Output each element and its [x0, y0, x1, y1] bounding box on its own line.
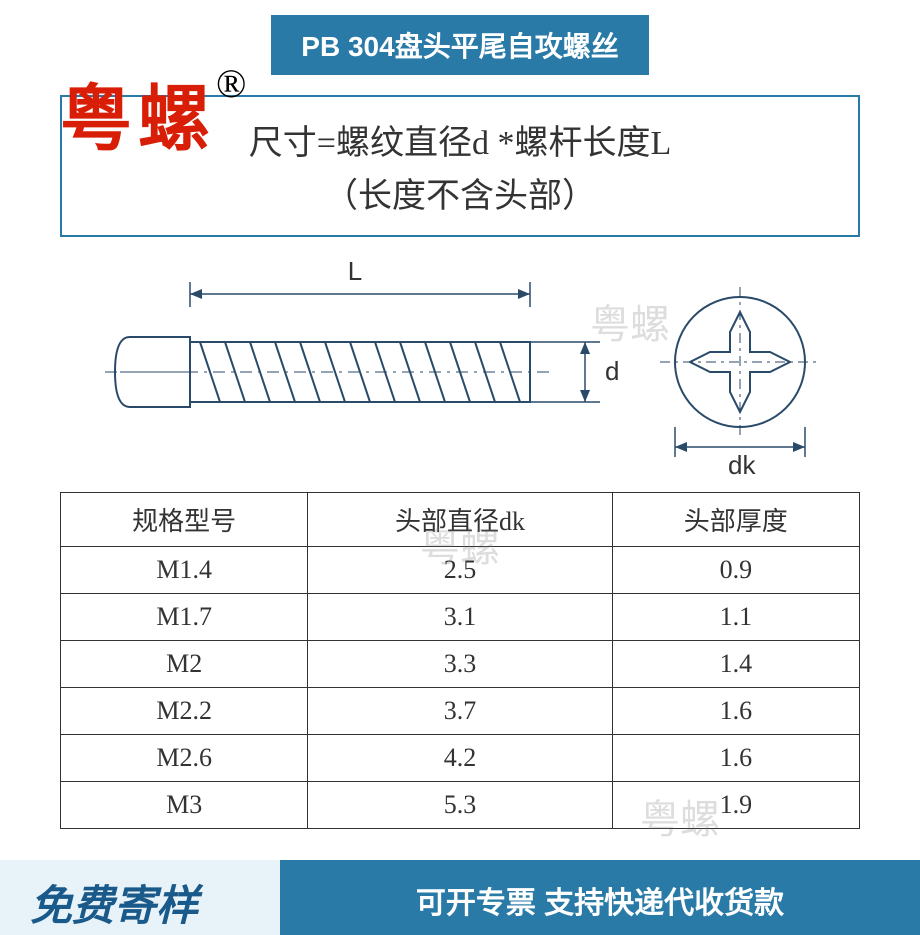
- table-cell: 2.5: [308, 547, 612, 594]
- table-row: M1.42.50.9: [61, 547, 860, 594]
- label-d: d: [605, 356, 619, 386]
- table-cell: M1.7: [61, 594, 308, 641]
- table-row: M2.23.71.6: [61, 688, 860, 735]
- label-L: L: [348, 256, 362, 286]
- table-header-row: 规格型号 头部直径dk 头部厚度: [61, 493, 860, 547]
- table-cell: M2: [61, 641, 308, 688]
- table-row: M35.31.9: [61, 782, 860, 829]
- table-cell: M2.2: [61, 688, 308, 735]
- registered-icon: ®: [216, 61, 252, 106]
- col-header: 规格型号: [61, 493, 308, 547]
- table-row: M2.64.21.6: [61, 735, 860, 782]
- table-cell: 4.2: [308, 735, 612, 782]
- col-header: 头部厚度: [612, 493, 859, 547]
- brand-text: 粤螺: [60, 80, 216, 160]
- bottom-bar: 免费寄样 可开专票 支持快递代收货款: [0, 860, 920, 935]
- brand-watermark: 粤螺®: [60, 60, 252, 165]
- table-cell: 1.6: [612, 688, 859, 735]
- title-banner: PB 304盘头平尾自攻螺丝: [271, 15, 648, 75]
- table-cell: M1.4: [61, 547, 308, 594]
- table-cell: 1.4: [612, 641, 859, 688]
- table-cell: 5.3: [308, 782, 612, 829]
- table-cell: 0.9: [612, 547, 859, 594]
- spec-table-wrap: 规格型号 头部直径dk 头部厚度 M1.42.50.9M1.73.11.1M23…: [60, 492, 860, 829]
- free-sample-label: 免费寄样: [0, 860, 280, 935]
- formula-line-2: （长度不含头部）: [72, 168, 848, 217]
- col-header: 头部直径dk: [308, 493, 612, 547]
- table-row: M1.73.11.1: [61, 594, 860, 641]
- table-cell: 1.1: [612, 594, 859, 641]
- table-cell: 3.1: [308, 594, 612, 641]
- label-dk: dk: [728, 450, 756, 480]
- table-cell: 1.6: [612, 735, 859, 782]
- table-cell: 1.9: [612, 782, 859, 829]
- table-cell: 3.3: [308, 641, 612, 688]
- services-label: 可开专票 支持快递代收货款: [280, 860, 920, 935]
- screw-diagram: L d: [60, 252, 860, 482]
- table-cell: M3: [61, 782, 308, 829]
- table-cell: M2.6: [61, 735, 308, 782]
- screw-svg: L d: [60, 252, 860, 482]
- table-row: M23.31.4: [61, 641, 860, 688]
- spec-table: 规格型号 头部直径dk 头部厚度 M1.42.50.9M1.73.11.1M23…: [60, 492, 860, 829]
- table-cell: 3.7: [308, 688, 612, 735]
